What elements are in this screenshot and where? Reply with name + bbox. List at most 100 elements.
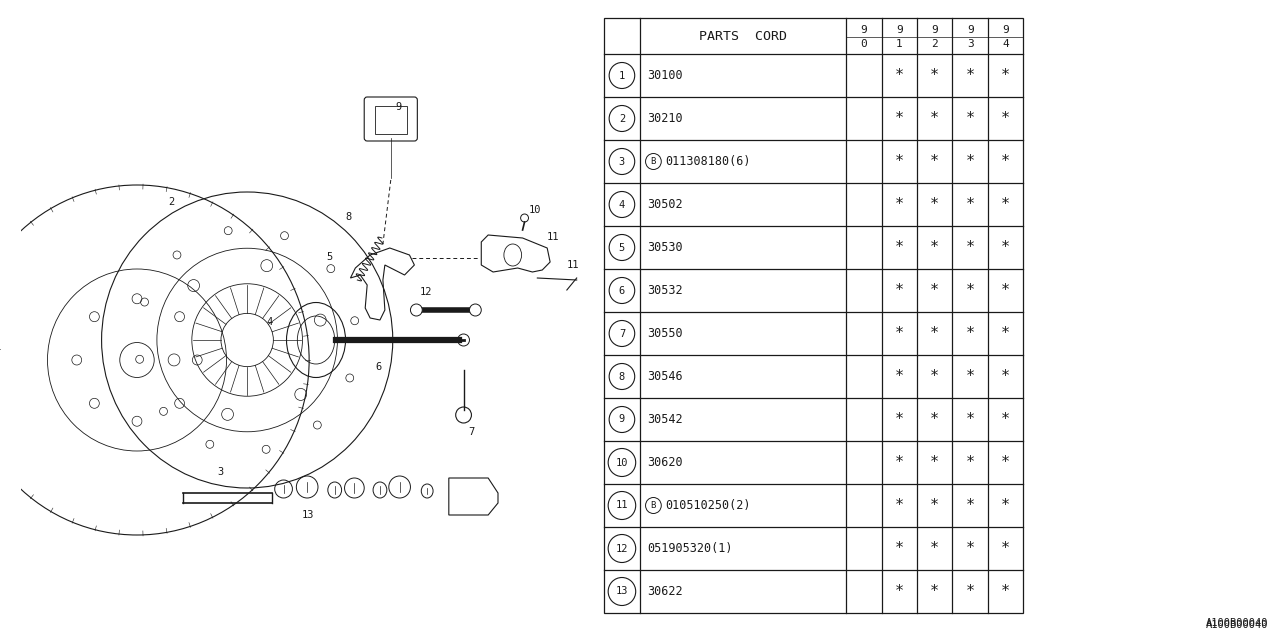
Circle shape — [609, 364, 635, 390]
Text: *: * — [895, 111, 904, 126]
Circle shape — [609, 148, 635, 175]
Text: A100B00040: A100B00040 — [1206, 618, 1268, 628]
Text: *: * — [1001, 498, 1010, 513]
Text: 4: 4 — [266, 317, 273, 327]
Text: 30542: 30542 — [648, 413, 684, 426]
Circle shape — [609, 406, 635, 433]
Text: 1: 1 — [896, 39, 902, 49]
Text: 2: 2 — [932, 39, 938, 49]
Text: *: * — [1001, 283, 1010, 298]
Text: *: * — [931, 68, 940, 83]
Text: *: * — [1001, 197, 1010, 212]
Text: 010510250(2): 010510250(2) — [666, 499, 750, 512]
Text: 11: 11 — [567, 260, 580, 270]
Text: 11: 11 — [547, 232, 559, 242]
Text: *: * — [1001, 584, 1010, 599]
Text: *: * — [965, 455, 974, 470]
Text: 3: 3 — [618, 157, 625, 166]
Text: *: * — [965, 240, 974, 255]
Circle shape — [645, 497, 662, 513]
Text: 2: 2 — [618, 113, 625, 124]
Text: *: * — [1001, 111, 1010, 126]
Text: B: B — [650, 157, 657, 166]
Text: 12: 12 — [616, 543, 628, 554]
Text: *: * — [931, 154, 940, 169]
Text: 13: 13 — [301, 510, 314, 520]
Text: 5: 5 — [618, 243, 625, 253]
Text: 30546: 30546 — [648, 370, 684, 383]
Text: 9: 9 — [896, 24, 902, 35]
Text: 30530: 30530 — [648, 241, 684, 254]
Text: *: * — [895, 369, 904, 384]
Circle shape — [645, 154, 662, 170]
Text: *: * — [1001, 541, 1010, 556]
Text: 051905320(1): 051905320(1) — [648, 542, 733, 555]
Text: *: * — [895, 240, 904, 255]
Text: 30622: 30622 — [648, 585, 684, 598]
Text: *: * — [965, 68, 974, 83]
Text: 9: 9 — [860, 24, 868, 35]
Bar — [375, 106, 407, 134]
Circle shape — [609, 234, 635, 260]
Circle shape — [411, 304, 422, 316]
Text: 8: 8 — [346, 212, 352, 222]
Text: 9: 9 — [932, 24, 938, 35]
Text: *: * — [931, 498, 940, 513]
Text: *: * — [1001, 412, 1010, 427]
Text: 3: 3 — [966, 39, 974, 49]
Text: 30210: 30210 — [648, 112, 684, 125]
Text: *: * — [931, 240, 940, 255]
Text: 10: 10 — [616, 458, 628, 467]
Text: *: * — [931, 197, 940, 212]
Text: *: * — [931, 283, 940, 298]
Text: 10: 10 — [529, 205, 541, 215]
Text: 7: 7 — [468, 427, 475, 437]
Circle shape — [470, 304, 481, 316]
Text: A100B00040: A100B00040 — [1206, 620, 1268, 630]
Text: *: * — [931, 111, 940, 126]
Text: *: * — [1001, 369, 1010, 384]
Text: 0: 0 — [860, 39, 868, 49]
Text: 30550: 30550 — [648, 327, 684, 340]
Text: *: * — [931, 455, 940, 470]
Text: *: * — [895, 498, 904, 513]
Text: 6: 6 — [618, 285, 625, 296]
Text: 9: 9 — [966, 24, 974, 35]
Text: *: * — [965, 584, 974, 599]
Text: 1: 1 — [618, 70, 625, 81]
Text: *: * — [931, 541, 940, 556]
Text: *: * — [1001, 68, 1010, 83]
Text: *: * — [965, 197, 974, 212]
Circle shape — [608, 534, 636, 563]
Text: 30502: 30502 — [648, 198, 684, 211]
Text: 8: 8 — [618, 371, 625, 381]
Text: 11: 11 — [616, 500, 628, 511]
Text: *: * — [931, 412, 940, 427]
Text: 011308180(6): 011308180(6) — [666, 155, 750, 168]
Text: *: * — [895, 197, 904, 212]
Text: *: * — [895, 283, 904, 298]
Text: *: * — [931, 584, 940, 599]
Circle shape — [609, 321, 635, 346]
Text: B: B — [650, 501, 657, 510]
Text: 5: 5 — [326, 252, 332, 262]
Text: 30620: 30620 — [648, 456, 684, 469]
Circle shape — [609, 191, 635, 218]
Text: *: * — [1001, 326, 1010, 341]
Circle shape — [608, 492, 636, 520]
Circle shape — [609, 278, 635, 303]
Text: 13: 13 — [616, 586, 628, 596]
Circle shape — [609, 106, 635, 131]
Circle shape — [608, 449, 636, 477]
Text: *: * — [965, 369, 974, 384]
Circle shape — [609, 63, 635, 88]
Text: 30100: 30100 — [648, 69, 684, 82]
Text: *: * — [1001, 455, 1010, 470]
Text: *: * — [895, 541, 904, 556]
Text: *: * — [965, 326, 974, 341]
Text: *: * — [931, 326, 940, 341]
Text: 9: 9 — [1002, 24, 1009, 35]
Text: 9: 9 — [618, 415, 625, 424]
Text: 12: 12 — [420, 287, 431, 297]
Text: 4: 4 — [1002, 39, 1009, 49]
